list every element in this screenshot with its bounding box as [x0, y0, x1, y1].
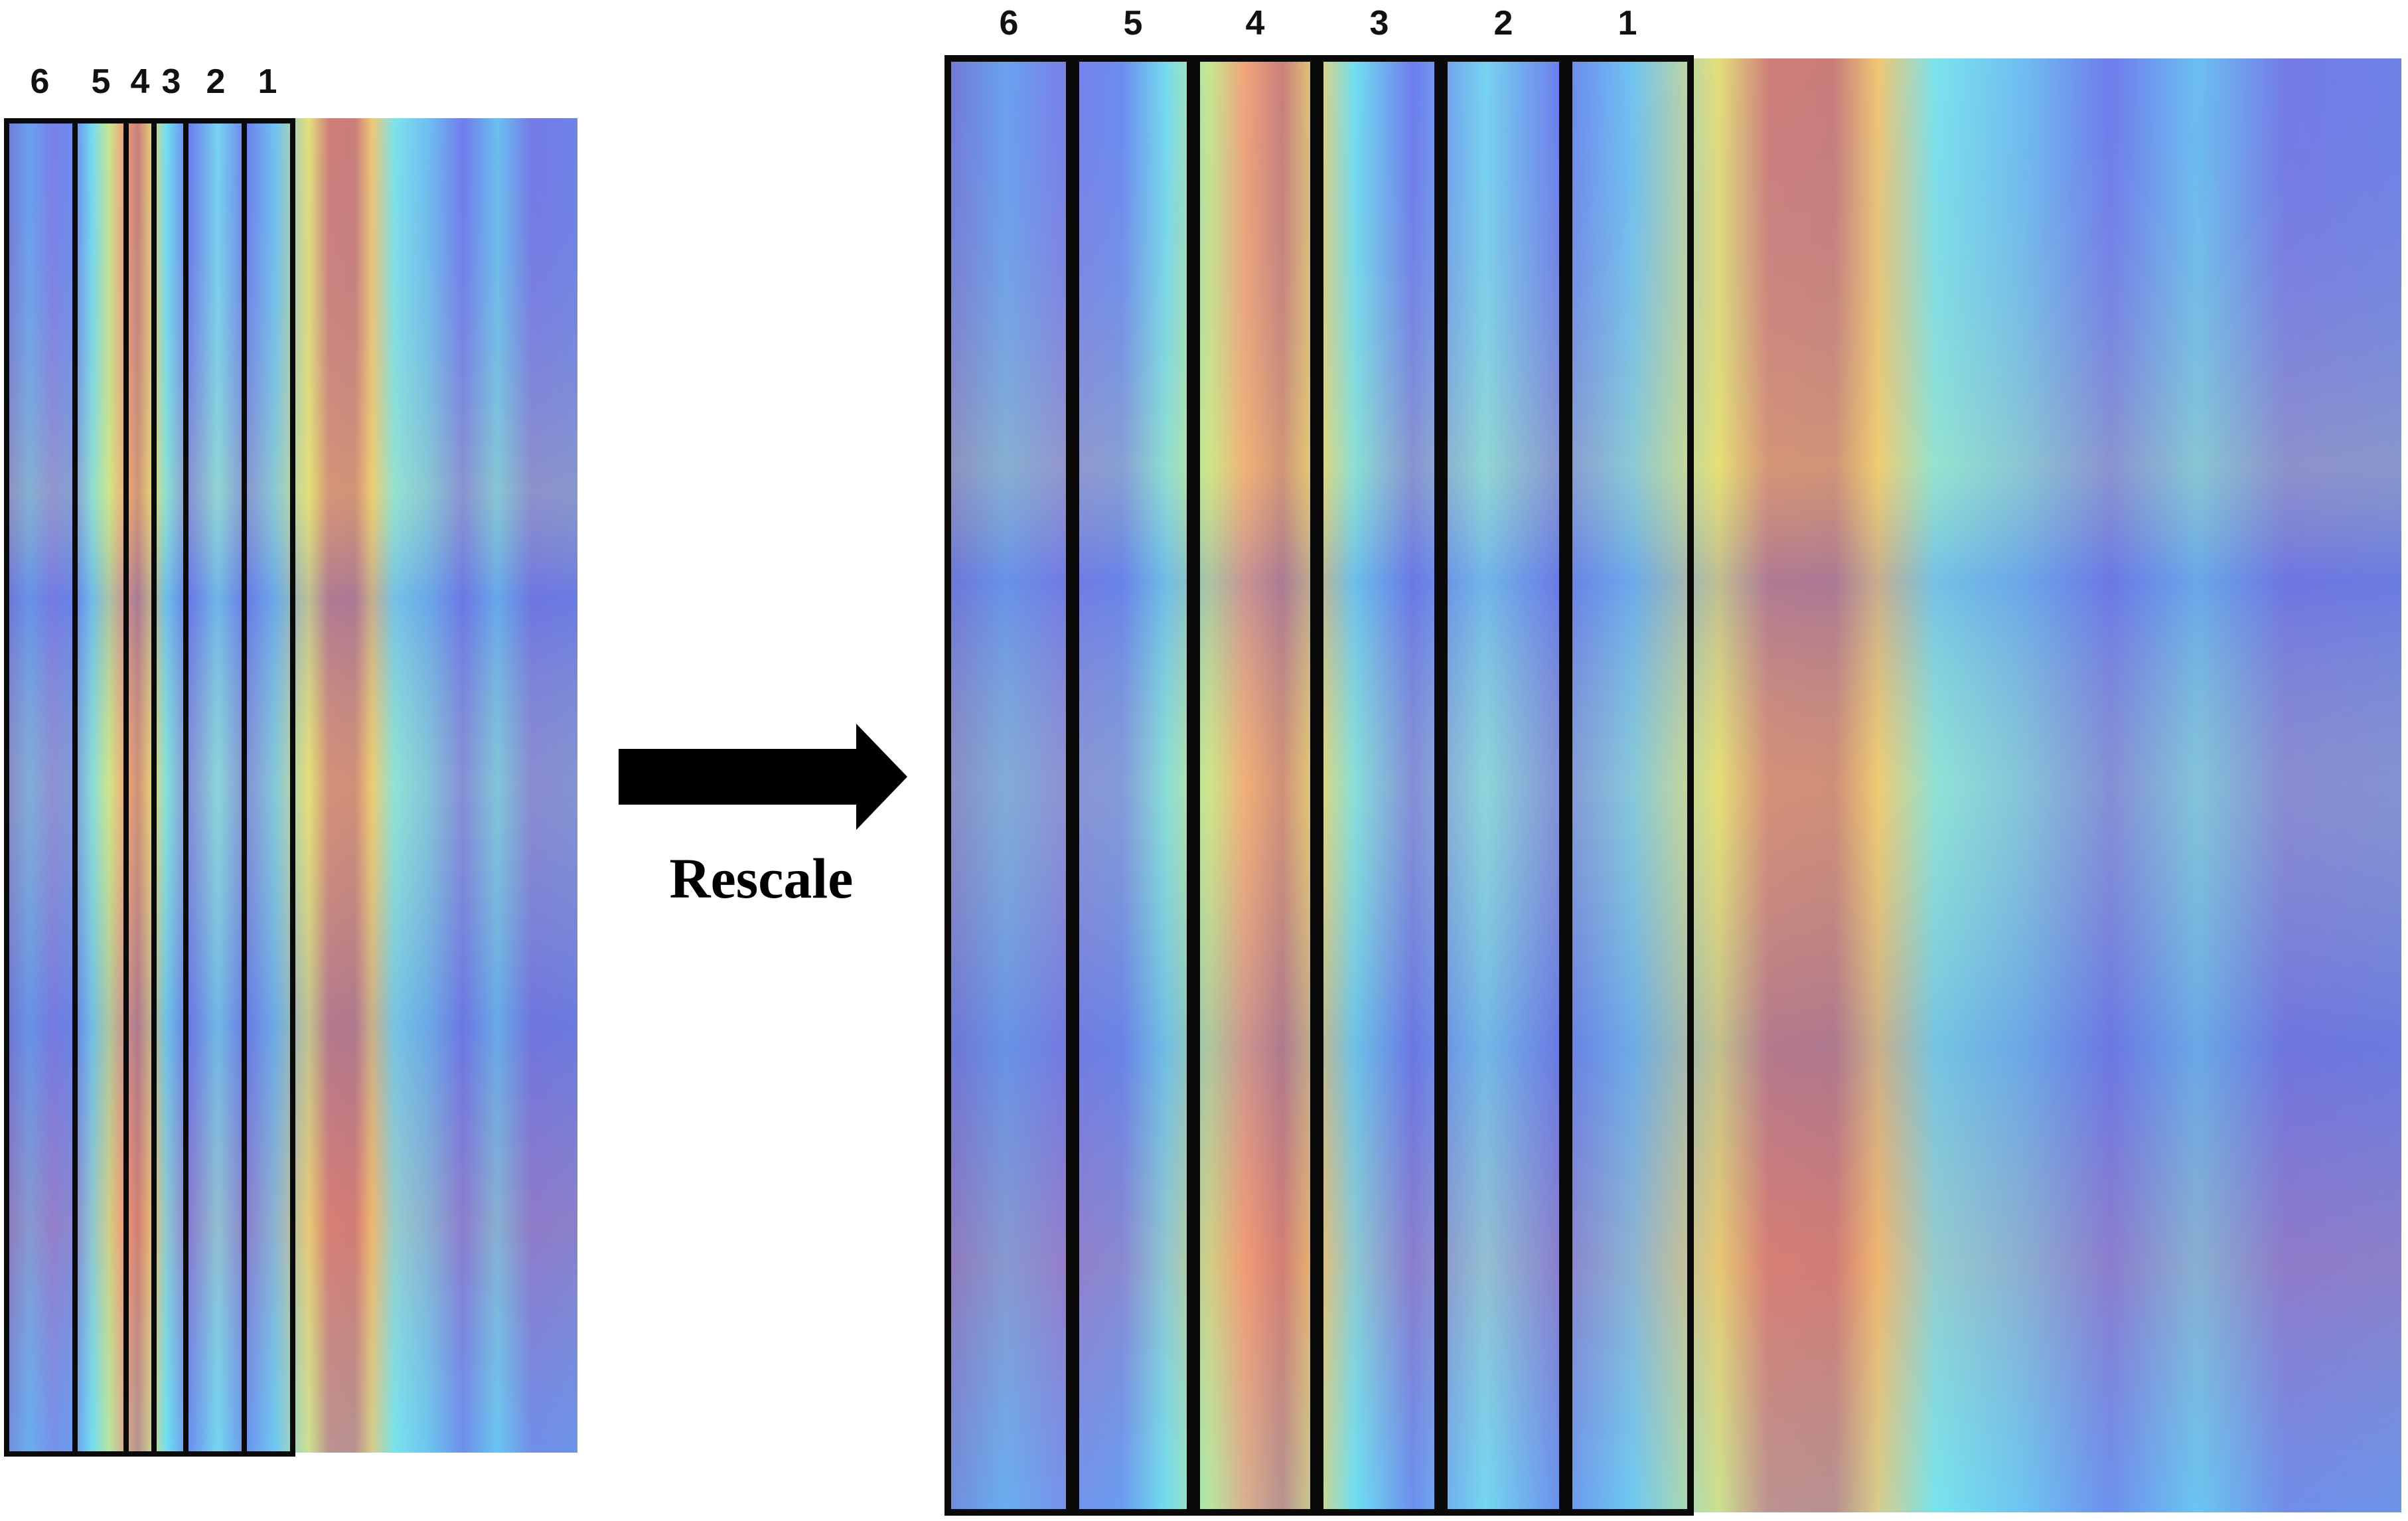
right-label-5: 5: [1124, 4, 1143, 42]
right-column-1-box: [1566, 55, 1694, 1516]
left-label-1: 1: [258, 62, 277, 101]
right-heatmap-panel: 6 5 4 3 2 1: [944, 4, 2401, 1516]
right-heatmap-band-overlay: [948, 58, 2401, 1512]
left-heatmap-panel: 6 5 4 3 2 1: [4, 62, 577, 1457]
right-label-6: 6: [1000, 4, 1019, 42]
right-column-5-box: [1073, 55, 1193, 1516]
right-label-1: 1: [1618, 4, 1637, 42]
right-column-6-box: [944, 55, 1073, 1516]
left-label-4: 4: [131, 62, 150, 101]
left-label-3: 3: [162, 62, 181, 101]
left-label-2: 2: [206, 62, 226, 101]
right-column-4-box: [1193, 55, 1317, 1516]
right-column-3-box: [1317, 55, 1441, 1516]
left-label-5: 5: [92, 62, 111, 101]
right-label-2: 2: [1494, 4, 1513, 42]
left-label-6: 6: [31, 62, 50, 101]
rescale-caption: Rescale: [670, 846, 854, 910]
right-column-2-box: [1441, 55, 1566, 1516]
rescale-arrow-group: Rescale: [619, 724, 907, 910]
right-label-4: 4: [1246, 4, 1265, 42]
left-column-1-box: [242, 118, 295, 1457]
right-label-3: 3: [1370, 4, 1389, 42]
right-arrow-icon: [619, 724, 907, 830]
